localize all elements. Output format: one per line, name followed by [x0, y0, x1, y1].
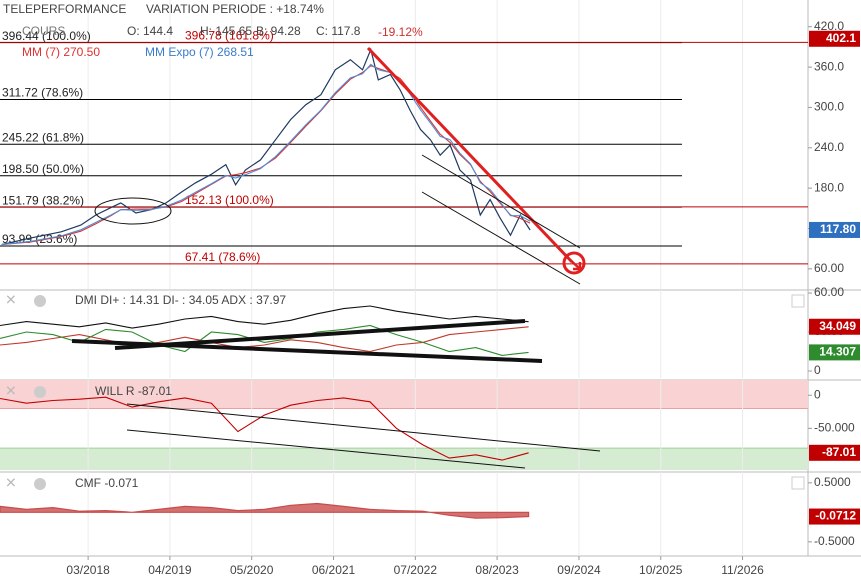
close-icon[interactable]: ✕ — [5, 475, 17, 491]
price-badge — [809, 221, 860, 238]
series-line — [0, 305, 529, 329]
title: TELEPERFORMANCE — [3, 2, 126, 16]
series-line — [0, 324, 529, 356]
fib-label: 151.79 (38.2%) — [2, 193, 84, 207]
price-badge — [809, 508, 860, 525]
fib-label: 396.44 (100.0%) — [2, 29, 91, 43]
series-line — [1, 63, 531, 246]
fib-label: 198.50 (50.0%) — [2, 162, 84, 176]
stat: C: 117.8 — [316, 24, 361, 38]
price-badge — [809, 318, 860, 335]
y-tick-label: 420.0 — [814, 19, 844, 33]
header: TELEPERFORMANCE VARIATION PERIODE : +18.… — [3, 2, 423, 491]
trend-line — [366, 46, 574, 264]
area — [0, 502, 530, 519]
settings-icon[interactable] — [34, 478, 46, 490]
checkbox[interactable] — [791, 476, 805, 490]
series-line — [0, 396, 529, 461]
close-icon[interactable]: ✕ — [5, 292, 17, 308]
y-tick-label: 60.00 — [814, 261, 844, 275]
series-line — [0, 326, 529, 353]
stat: B: 94.28 — [256, 24, 301, 38]
y-tick-label: 300.0 — [814, 100, 844, 114]
y-tick-label: 360.0 — [814, 59, 844, 73]
y-tick-label: 180.0 — [814, 180, 844, 194]
toolbar-icons[interactable]: ✕ ✕ ✕ — [5, 292, 46, 491]
settings-icon[interactable] — [34, 295, 46, 307]
legend-entry: MM Expo (7) 268.51 — [145, 45, 254, 59]
price-badge-label: 117.80 — [820, 222, 856, 236]
change: -19.12% — [378, 25, 423, 39]
price-badge — [809, 30, 860, 47]
x-tick-label: 05/2020 — [230, 563, 274, 577]
x-tick-label: 08/2023 — [475, 563, 519, 577]
oversold-zone — [0, 448, 808, 470]
price-badge-label: 14.307 — [819, 345, 856, 359]
x-tick-label: 09/2024 — [557, 563, 601, 577]
fib-label: 245.22 (61.8%) — [2, 130, 84, 144]
checkbox[interactable] — [791, 294, 805, 308]
target-circle — [562, 251, 586, 275]
x-tick-label: 11/2026 — [721, 563, 764, 577]
variation: VARIATION PERIODE : +18.74% — [146, 2, 324, 16]
legend: DMI DI+ : 14.31 DI- : 34.05 ADX : 37.97 — [75, 293, 286, 307]
close-icon[interactable]: ✕ — [5, 383, 17, 399]
ellipse — [94, 197, 172, 225]
x-tick-label: 06/2021 — [312, 563, 356, 577]
overbought-zone — [0, 380, 808, 409]
price-badge — [809, 444, 860, 461]
fib-label: 67.41 (78.6%) — [185, 250, 260, 264]
price-badge — [809, 344, 860, 361]
y-tick-label: 0 — [814, 387, 821, 401]
y-tick-label: -50.000 — [814, 420, 855, 434]
stat: O: 144.4 — [127, 24, 173, 38]
price-badge-label: 402.1 — [826, 31, 856, 45]
stat: H: 145.65 — [200, 24, 252, 38]
series-name: COURS — [22, 24, 65, 38]
y-tick-label: 60.00 — [814, 285, 844, 299]
y-tick-label: 240.0 — [814, 140, 844, 154]
x-tick-label: 10/2025 — [639, 563, 683, 577]
fib-label: 152.13 (100.0%) — [185, 193, 274, 207]
fib-label: 396.78 (161.8%) — [185, 29, 274, 43]
y-tick-label: -0.5000 — [814, 534, 855, 548]
price-badge-label: -0.0712 — [815, 509, 856, 523]
price-badge-label: -87.01 — [822, 445, 856, 459]
x-tick-label: 03/2018 — [66, 563, 110, 577]
fib-label: 311.72 (78.6%) — [2, 86, 83, 100]
channel-line — [126, 429, 526, 469]
price-badge-label: 34.049 — [819, 319, 856, 333]
target-arrow — [566, 256, 582, 271]
x-tick-label: 07/2022 — [394, 563, 438, 577]
channel-line — [126, 403, 601, 452]
settings-icon[interactable] — [34, 386, 46, 398]
annotations — [71, 46, 601, 469]
y-tick-label: 0.5000 — [814, 475, 851, 489]
channel-line — [421, 154, 581, 249]
trend-line — [114, 319, 526, 350]
x-tick-label: 04/2019 — [148, 563, 192, 577]
y-tick-label: 0 — [814, 363, 821, 377]
legend-entry: MM (7) 270.50 — [22, 45, 100, 59]
legend: CMF -0.071 — [75, 476, 139, 490]
channel-line — [421, 191, 581, 285]
legend: WILL R -87.01 — [95, 384, 172, 398]
